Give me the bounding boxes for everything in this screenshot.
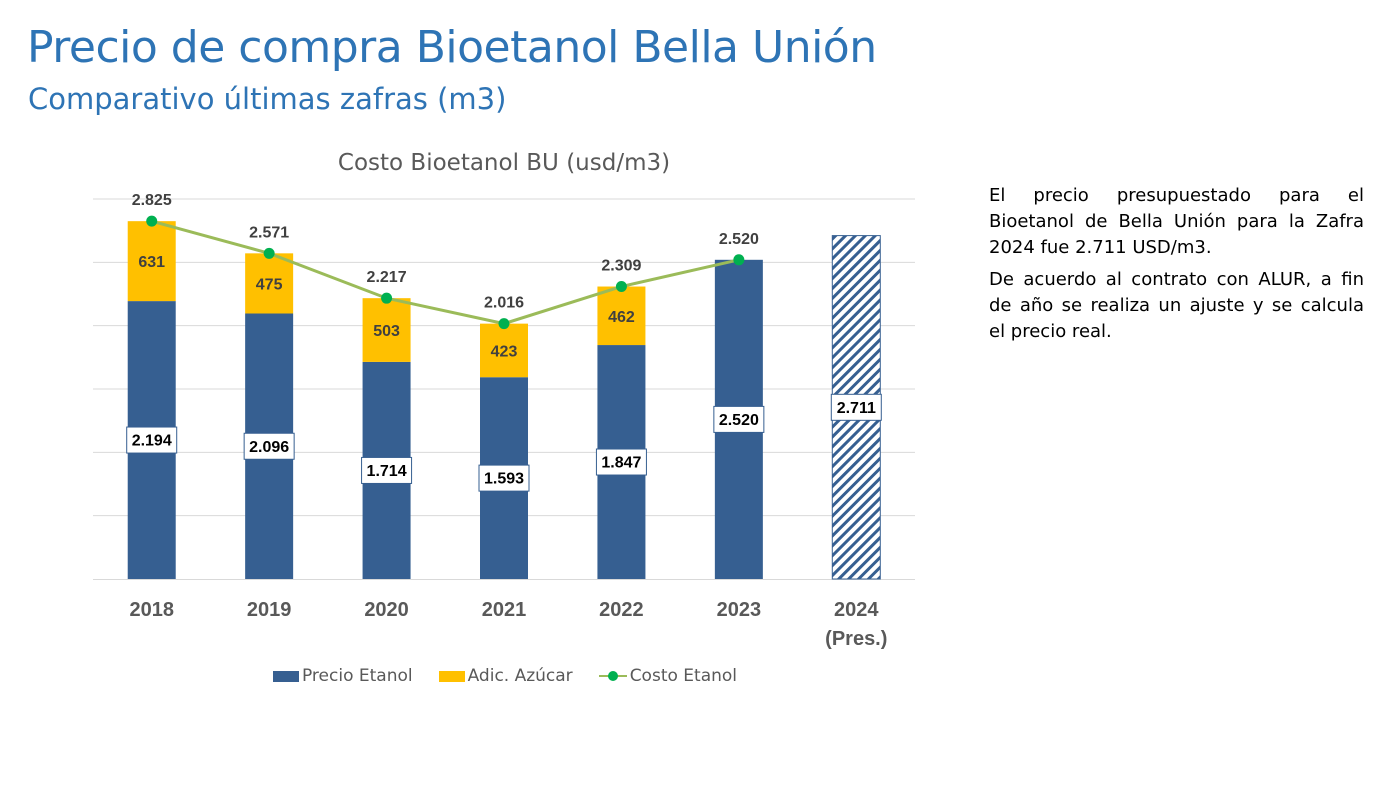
data-label-box: [126, 426, 178, 454]
marker-costo-etanol: [146, 215, 158, 227]
bar-adic-azucar: [597, 286, 646, 346]
legend-item-costo-etanol: Costo Etanol: [598, 666, 738, 686]
marker-costo-etanol: [615, 281, 627, 293]
data-label-adic-azucar: 462: [608, 309, 635, 326]
data-label-precio-etanol: 2.096: [249, 439, 289, 456]
data-label-box: [830, 393, 882, 421]
marker-costo-etanol: [498, 318, 510, 330]
legend-label-precio-etanol: Precio Etanol: [301, 666, 413, 686]
note-paragraph-adjustment: De acuerdo al contrato con ALUR, a fin d…: [989, 269, 1364, 342]
data-label-precio-etanol: 2.520: [719, 412, 759, 429]
notes-panel: El precio presupuestado para el Bioetano…: [989, 183, 1364, 351]
data-label-adic-azucar: 631: [138, 254, 165, 271]
x-tick-label: 2023: [717, 599, 762, 621]
bar-adic-azucar: [245, 253, 294, 314]
data-label-box: [595, 448, 647, 476]
legend-swatch-adic-azucar: [438, 670, 465, 682]
x-tick-label: 2018: [129, 599, 174, 621]
data-label-costo-etanol: 2.571: [249, 224, 289, 241]
chart-title: Costo Bioetanol BU (usd/m3): [337, 150, 671, 176]
legend-label-costo-etanol: Costo Etanol: [629, 666, 738, 686]
marker-costo-etanol: [733, 254, 745, 266]
data-label-costo-etanol: 2.217: [367, 269, 407, 286]
data-label-precio-etanol: 1.593: [484, 471, 524, 488]
chart-legend: Precio Etanol Adic. Azúcar Costo Etanol: [0, 666, 1010, 686]
data-label-precio-etanol: 2.194: [132, 433, 172, 450]
data-label-box: [361, 456, 413, 484]
x-tick-label: (Pres.): [825, 628, 887, 650]
data-label-costo-etanol: 2.825: [132, 192, 172, 209]
marker-costo-etanol: [381, 292, 393, 304]
slide-subtitle: Comparativo últimas zafras (m3): [28, 82, 507, 116]
marker-costo-etanol: [263, 247, 275, 259]
data-label-precio-etanol: 1.714: [367, 463, 407, 480]
legend-swatch-precio-etanol: [272, 670, 299, 682]
data-label-costo-etanol: 2.520: [719, 231, 759, 248]
legend-swatch-costo-etanol: [598, 670, 627, 682]
data-label-adic-azucar: 423: [491, 343, 518, 360]
data-label-precio-etanol: 1.847: [601, 455, 641, 472]
x-tick-label: 2024: [834, 599, 879, 621]
legend-item-precio-etanol: Precio Etanol: [272, 666, 413, 686]
legend-item-adic-azucar: Adic. Azúcar: [438, 666, 573, 686]
x-tick-label: 2022: [599, 599, 644, 621]
data-label-costo-etanol: 2.016: [484, 295, 524, 312]
data-label-box: [243, 432, 295, 460]
x-tick-label: 2021: [482, 599, 527, 621]
bar-adic-azucar: [362, 298, 411, 362]
data-label-adic-azucar: 475: [256, 276, 283, 293]
slide-title: Precio de compra Bioetanol Bella Unión: [27, 22, 877, 73]
legend-label-adic-azucar: Adic. Azúcar: [467, 666, 573, 686]
x-tick-label: 2020: [364, 599, 409, 621]
bar-adic-azucar: [127, 221, 176, 302]
data-label-adic-azucar: 503: [373, 323, 400, 340]
data-label-costo-etanol: 2.309: [601, 258, 641, 275]
data-label-precio-etanol: 2.711: [837, 400, 876, 417]
bioethanol-cost-chart: 2.194 2.096 1.714 1.593 1.847 2.520 2.711 631 47…: [93, 192, 915, 650]
data-label-box: [713, 405, 765, 433]
x-tick-label: 2019: [247, 599, 292, 621]
bar-adic-azucar: [480, 323, 528, 378]
data-label-box: [478, 464, 530, 492]
line-costo-etanol: [151, 219, 740, 326]
note-paragraph-budget: El precio presupuestado para el Bioetano…: [989, 185, 1364, 258]
